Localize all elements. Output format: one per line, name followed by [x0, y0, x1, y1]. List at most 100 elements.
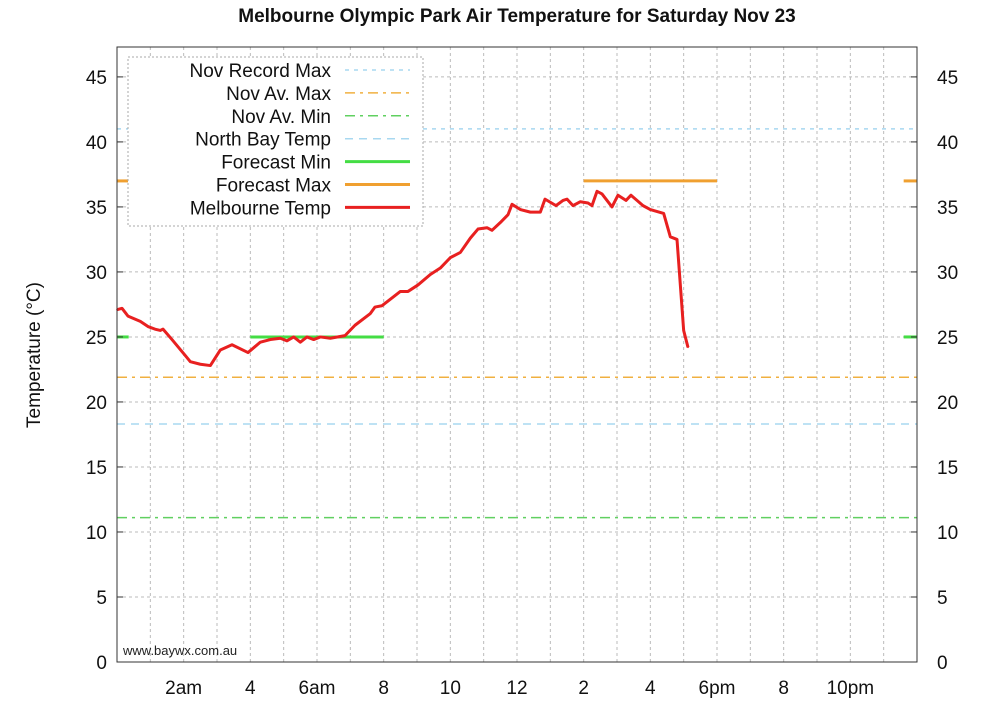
data-point-melbourne-temp: [676, 238, 678, 241]
data-point-melbourne-temp: [417, 284, 419, 286]
data-point-melbourne-temp: [399, 290, 402, 293]
y-tick-label-left: 20: [86, 393, 107, 414]
data-point-melbourne-temp: [369, 312, 372, 315]
data-point-melbourne-temp: [231, 343, 233, 346]
x-tick-label: 6pm: [699, 678, 736, 699]
data-point-melbourne-temp: [562, 199, 564, 202]
data-point-melbourne-temp: [519, 208, 522, 211]
legend-label-forecast-max: Forecast Max: [216, 176, 332, 197]
data-point-melbourne-temp: [374, 306, 376, 308]
data-point-melbourne-temp: [429, 273, 432, 276]
y-tick-label-right: 20: [937, 393, 958, 414]
data-point-melbourne-temp: [306, 336, 308, 338]
legend-label-nov-av-min: Nov Av. Min: [231, 107, 331, 128]
data-point-melbourne-temp: [459, 251, 462, 254]
x-tick-label: 8: [378, 678, 389, 699]
y-tick-label-left: 10: [86, 523, 107, 544]
data-point-melbourne-temp: [189, 360, 192, 363]
y-tick-label-right: 5: [937, 588, 948, 609]
data-point-melbourne-temp: [439, 267, 442, 269]
x-tick-label: 10: [440, 678, 461, 699]
y-tick-label-left: 0: [96, 653, 107, 674]
chart-title: Melbourne Olympic Park Air Temperature f…: [238, 6, 796, 27]
data-point-melbourne-temp: [344, 334, 346, 337]
data-point-melbourne-temp: [572, 204, 574, 207]
data-point-melbourne-temp: [381, 304, 383, 307]
plot-frame: [116, 46, 918, 663]
x-tick-label: 6am: [299, 678, 336, 699]
data-point-melbourne-temp: [299, 341, 302, 343]
data-point-melbourne-temp: [617, 194, 619, 197]
data-point-melbourne-temp: [269, 338, 272, 341]
data-point-melbourne-temp: [662, 212, 665, 215]
legend-label-nov-record-max: Nov Record Max: [190, 61, 332, 82]
y-tick-label-right: 15: [937, 458, 958, 479]
data-point-melbourne-temp: [566, 198, 568, 200]
data-point-melbourne-temp: [529, 211, 532, 213]
x-tick-label: 10pm: [827, 678, 875, 699]
watermark: www.baywx.com.au: [122, 643, 237, 658]
x-tick-label: 12: [506, 678, 527, 699]
data-point-melbourne-temp: [596, 190, 598, 193]
data-point-melbourne-temp: [154, 328, 156, 330]
data-point-melbourne-temp: [354, 324, 356, 327]
data-point-melbourne-temp: [486, 226, 488, 229]
y-tick-label-left: 30: [86, 263, 107, 284]
y-tick-label-left: 15: [86, 458, 107, 479]
data-point-melbourne-temp: [199, 363, 202, 366]
y-tick-label-right: 40: [937, 133, 958, 154]
legend-label-north-bay-temp: North Bay Temp: [195, 130, 331, 151]
y-tick-label-right: 45: [937, 68, 958, 89]
y-axis-label: Temperature (°C): [24, 282, 45, 428]
data-point-melbourne-temp: [407, 290, 409, 293]
legend-box: [127, 56, 424, 227]
x-tick-label: 4: [245, 678, 256, 699]
y-tick-label-right: 30: [937, 263, 958, 284]
data-point-melbourne-temp: [601, 193, 603, 195]
data-point-melbourne-temp: [121, 307, 123, 310]
data-point-melbourne-temp: [319, 336, 322, 338]
y-tick-label-right: 0: [937, 653, 948, 674]
data-point-melbourne-temp: [630, 194, 632, 197]
data-point-melbourne-temp: [247, 351, 249, 354]
data-point-melbourne-temp: [611, 206, 613, 208]
data-point-melbourne-temp: [499, 221, 502, 224]
data-point-melbourne-temp: [491, 229, 493, 232]
series-melbourne-temp: [116, 189, 690, 368]
x-tick-label: 2: [578, 678, 589, 699]
data-point-melbourne-temp: [469, 237, 472, 239]
data-point-melbourne-temp: [171, 338, 173, 341]
data-point-melbourne-temp: [147, 325, 149, 328]
x-tick-label: 8: [778, 678, 789, 699]
data-point-melbourne-temp: [649, 208, 652, 211]
data-point-melbourne-temp: [625, 199, 627, 202]
data-point-melbourne-temp: [687, 346, 689, 349]
data-point-melbourne-temp: [292, 336, 295, 338]
x-tick-label: 4: [645, 678, 656, 699]
y-tick-label-right: 35: [937, 198, 958, 219]
data-point-melbourne-temp: [279, 337, 282, 340]
data-point-melbourne-temp: [209, 364, 212, 367]
y-tick-label-right: 25: [937, 328, 958, 349]
data-point-melbourne-temp: [329, 337, 332, 340]
data-point-melbourne-temp: [511, 203, 513, 206]
x-tick-label: 2am: [165, 678, 202, 699]
y-tick-label-left: 25: [86, 328, 107, 349]
y-tick-label-left: 40: [86, 133, 107, 154]
data-point-melbourne-temp: [391, 297, 393, 299]
y-tick-label-left: 45: [86, 68, 107, 89]
legend-label-nov-av-max: Nov Av. Max: [226, 84, 331, 105]
data-point-melbourne-temp: [162, 328, 164, 330]
data-point-melbourne-temp: [555, 204, 557, 207]
data-point-melbourne-temp: [642, 204, 644, 207]
data-point-melbourne-temp: [159, 329, 162, 332]
data-point-melbourne-temp: [669, 236, 672, 238]
legend-label-forecast-min: Forecast Min: [221, 153, 331, 174]
data-point-melbourne-temp: [127, 315, 129, 317]
y-tick-label-left: 35: [86, 198, 107, 219]
data-point-melbourne-temp: [219, 349, 222, 351]
data-point-melbourne-temp: [507, 213, 509, 216]
data-point-melbourne-temp: [539, 211, 542, 213]
